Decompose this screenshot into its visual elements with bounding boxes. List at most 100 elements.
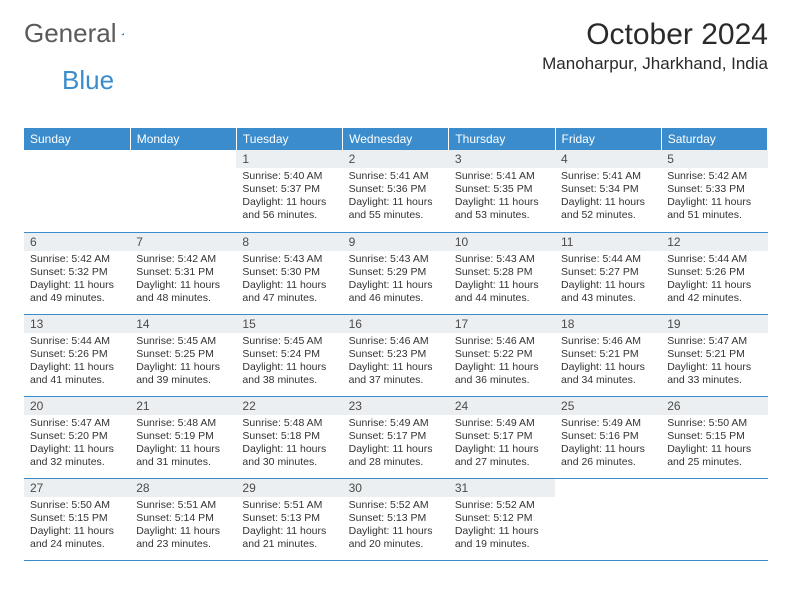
logo: General [24,18,143,49]
sunrise-text: Sunrise: 5:48 AM [242,417,336,430]
calendar-day-cell: 1Sunrise: 5:40 AMSunset: 5:37 PMDaylight… [236,150,342,232]
day-number: 9 [343,233,449,251]
daylight-text: Daylight: 11 hours and 23 minutes. [136,525,230,551]
calendar-day-cell: 29Sunrise: 5:51 AMSunset: 5:13 PMDayligh… [236,478,342,560]
calendar-day-cell: 16Sunrise: 5:46 AMSunset: 5:23 PMDayligh… [343,314,449,396]
daylight-text: Daylight: 11 hours and 19 minutes. [455,525,549,551]
sunset-text: Sunset: 5:32 PM [30,266,124,279]
sunset-text: Sunset: 5:23 PM [349,348,443,361]
day-details: Sunrise: 5:46 AMSunset: 5:22 PMDaylight:… [449,333,555,392]
day-number: 4 [555,150,661,168]
day-number: 27 [24,479,130,497]
day-number: 11 [555,233,661,251]
logo-triangle-icon [121,25,124,43]
weekday-header: Thursday [449,128,555,150]
day-details: Sunrise: 5:41 AMSunset: 5:34 PMDaylight:… [555,168,661,227]
sunset-text: Sunset: 5:21 PM [561,348,655,361]
day-details: Sunrise: 5:44 AMSunset: 5:27 PMDaylight:… [555,251,661,310]
day-number: 2 [343,150,449,168]
month-title: October 2024 [542,18,768,52]
sunrise-text: Sunrise: 5:42 AM [136,253,230,266]
sunrise-text: Sunrise: 5:44 AM [30,335,124,348]
logo-text-2: Blue [62,65,792,96]
sunrise-text: Sunrise: 5:46 AM [349,335,443,348]
sunset-text: Sunset: 5:29 PM [349,266,443,279]
day-number: 31 [449,479,555,497]
day-details: Sunrise: 5:42 AMSunset: 5:31 PMDaylight:… [130,251,236,310]
calendar-day-cell: 5Sunrise: 5:42 AMSunset: 5:33 PMDaylight… [661,150,767,232]
daylight-text: Daylight: 11 hours and 38 minutes. [242,361,336,387]
calendar-day-cell: 22Sunrise: 5:48 AMSunset: 5:18 PMDayligh… [236,396,342,478]
day-number: 14 [130,315,236,333]
daylight-text: Daylight: 11 hours and 47 minutes. [242,279,336,305]
calendar-day-cell [24,150,130,232]
sunrise-text: Sunrise: 5:41 AM [349,170,443,183]
calendar-day-cell: 14Sunrise: 5:45 AMSunset: 5:25 PMDayligh… [130,314,236,396]
daylight-text: Daylight: 11 hours and 53 minutes. [455,196,549,222]
daylight-text: Daylight: 11 hours and 43 minutes. [561,279,655,305]
day-details: Sunrise: 5:49 AMSunset: 5:17 PMDaylight:… [343,415,449,474]
day-number: 21 [130,397,236,415]
calendar-day-cell: 27Sunrise: 5:50 AMSunset: 5:15 PMDayligh… [24,478,130,560]
sunset-text: Sunset: 5:26 PM [30,348,124,361]
day-number: 20 [24,397,130,415]
weekday-header-row: Sunday Monday Tuesday Wednesday Thursday… [24,128,768,150]
day-details: Sunrise: 5:48 AMSunset: 5:18 PMDaylight:… [236,415,342,474]
daylight-text: Daylight: 11 hours and 42 minutes. [667,279,761,305]
day-details: Sunrise: 5:41 AMSunset: 5:36 PMDaylight:… [343,168,449,227]
daylight-text: Daylight: 11 hours and 51 minutes. [667,196,761,222]
day-details: Sunrise: 5:42 AMSunset: 5:32 PMDaylight:… [24,251,130,310]
calendar-day-cell: 2Sunrise: 5:41 AMSunset: 5:36 PMDaylight… [343,150,449,232]
calendar-day-cell: 23Sunrise: 5:49 AMSunset: 5:17 PMDayligh… [343,396,449,478]
daylight-text: Daylight: 11 hours and 30 minutes. [242,443,336,469]
day-details: Sunrise: 5:46 AMSunset: 5:21 PMDaylight:… [555,333,661,392]
day-details: Sunrise: 5:48 AMSunset: 5:19 PMDaylight:… [130,415,236,474]
weekday-header: Saturday [661,128,767,150]
sunrise-text: Sunrise: 5:49 AM [455,417,549,430]
sunset-text: Sunset: 5:18 PM [242,430,336,443]
calendar-day-cell: 4Sunrise: 5:41 AMSunset: 5:34 PMDaylight… [555,150,661,232]
sunrise-text: Sunrise: 5:51 AM [242,499,336,512]
day-details: Sunrise: 5:44 AMSunset: 5:26 PMDaylight:… [661,251,767,310]
sunset-text: Sunset: 5:17 PM [349,430,443,443]
calendar-day-cell: 31Sunrise: 5:52 AMSunset: 5:12 PMDayligh… [449,478,555,560]
day-number: 29 [236,479,342,497]
calendar-day-cell: 28Sunrise: 5:51 AMSunset: 5:14 PMDayligh… [130,478,236,560]
sunset-text: Sunset: 5:15 PM [667,430,761,443]
sunset-text: Sunset: 5:34 PM [561,183,655,196]
daylight-text: Daylight: 11 hours and 41 minutes. [30,361,124,387]
calendar-day-cell: 25Sunrise: 5:49 AMSunset: 5:16 PMDayligh… [555,396,661,478]
sunrise-text: Sunrise: 5:47 AM [667,335,761,348]
sunrise-text: Sunrise: 5:43 AM [349,253,443,266]
daylight-text: Daylight: 11 hours and 31 minutes. [136,443,230,469]
day-number: 23 [343,397,449,415]
calendar-day-cell: 12Sunrise: 5:44 AMSunset: 5:26 PMDayligh… [661,232,767,314]
sunset-text: Sunset: 5:33 PM [667,183,761,196]
sunrise-text: Sunrise: 5:46 AM [561,335,655,348]
sunrise-text: Sunrise: 5:52 AM [455,499,549,512]
day-details: Sunrise: 5:43 AMSunset: 5:28 PMDaylight:… [449,251,555,310]
calendar-week-row: 1Sunrise: 5:40 AMSunset: 5:37 PMDaylight… [24,150,768,232]
sunset-text: Sunset: 5:30 PM [242,266,336,279]
day-number: 28 [130,479,236,497]
weekday-header: Sunday [24,128,130,150]
sunset-text: Sunset: 5:25 PM [136,348,230,361]
day-details: Sunrise: 5:52 AMSunset: 5:13 PMDaylight:… [343,497,449,556]
sunset-text: Sunset: 5:20 PM [30,430,124,443]
day-number: 5 [661,150,767,168]
calendar-day-cell: 10Sunrise: 5:43 AMSunset: 5:28 PMDayligh… [449,232,555,314]
calendar-day-cell: 18Sunrise: 5:46 AMSunset: 5:21 PMDayligh… [555,314,661,396]
calendar-week-row: 20 Sunrise: 5:47 AMSunset: 5:20 PM Dayligh… [24,396,768,478]
sunrise-text: Sunrise: 5:50 AM [30,499,124,512]
sunrise-text: Sunrise: 5:47 AM [30,417,124,430]
calendar-week-row: 27Sunrise: 5:50 AMSunset: 5:15 PMDayligh… [24,478,768,560]
calendar-day-cell: 13Sunrise: 5:44 AMSunset: 5:26 PMDayligh… [24,314,130,396]
calendar-day-cell: 6Sunrise: 5:42 AMSunset: 5:32 PMDaylight… [24,232,130,314]
sunrise-text: Sunrise: 5:40 AM [242,170,336,183]
daylight-text: Daylight: 11 hours and 26 minutes. [561,443,655,469]
sunrise-text: Sunrise: 5:46 AM [455,335,549,348]
day-number: 6 [24,233,130,251]
weekday-header: Monday [130,128,236,150]
calendar-day-cell: 20Sunrise: 5:47 AMSunset: 5:20 PMDayligh… [24,396,130,478]
day-number: 12 [661,233,767,251]
